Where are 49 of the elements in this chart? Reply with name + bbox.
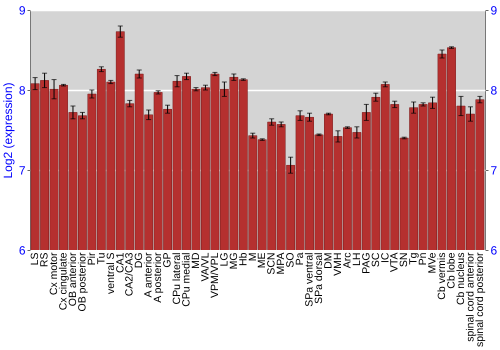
x-tick-label: GP [162,252,174,268]
x-tick-label: MG [228,252,240,270]
y-tick-label: 9 [18,4,26,18]
x-tick-label: spinal cord anterior [464,252,476,342]
y-tick-label: 7 [18,164,26,178]
x-tick-label: CA1 [114,252,126,273]
x-tick-label: SCN [266,252,278,275]
x-tick-label: M [246,252,259,262]
y-tick-label: 8 [18,84,26,98]
x-tick-label: LS [29,252,42,266]
x-tick-label: DG [133,252,146,268]
x-tick-label: A posterior [152,252,164,303]
x-tick-label: Pa [294,252,306,266]
x-tick-label: LH [350,252,363,266]
x-tick-label: SN [398,252,410,268]
x-tick-label: Cx cingulate [58,252,70,310]
x-tick-label: A anterior [142,252,155,298]
x-tick-label: spinal cord posterior [474,252,486,348]
x-tick-label: RS [38,252,51,268]
y-tick-label: 6 [18,244,26,258]
x-tick-label: Tg [408,252,420,265]
x-tick-label: Pn [417,252,430,266]
x-tick-label: OB anterior [66,252,79,306]
x-tick-label: PAG [360,252,372,274]
x-tick-label: Hb [237,252,250,266]
x-tick-label: VMH [332,252,344,276]
x-tick-label: SO [284,252,297,268]
x-tick-label: Cb lobe [446,252,458,289]
y2-tick-label: 7 [490,164,498,178]
x-tick-label: OB posterior [76,252,88,312]
x-tick-label: CA2/CA3 [124,252,136,296]
x-tick-label: VTA [388,252,401,272]
x-tick-label: IC [379,252,392,263]
x-tick-label: VPM/VPL [208,252,221,298]
x-tick-label: VA/VL [199,252,212,282]
y-axis-title: Log2 (expression) [0,82,15,179]
x-tick-label: Cb nucleus [454,252,467,306]
x-tick-label: Tu [95,252,108,264]
x-tick-label: SC [370,252,382,268]
x-tick-label: MPA [275,252,288,274]
x-tick-label: LG [218,252,230,267]
x-tick-label: Arc [341,252,354,268]
y2-tick-label: 8 [490,84,498,98]
y2-tick-label: 6 [490,244,498,258]
x-tick-label: MVe [426,252,439,274]
x-tick-label: ventral S [104,252,117,294]
x-tick-label: ME [256,252,268,268]
x-tick-label: Pir [86,252,98,266]
y2-tick-label: 9 [490,4,498,18]
